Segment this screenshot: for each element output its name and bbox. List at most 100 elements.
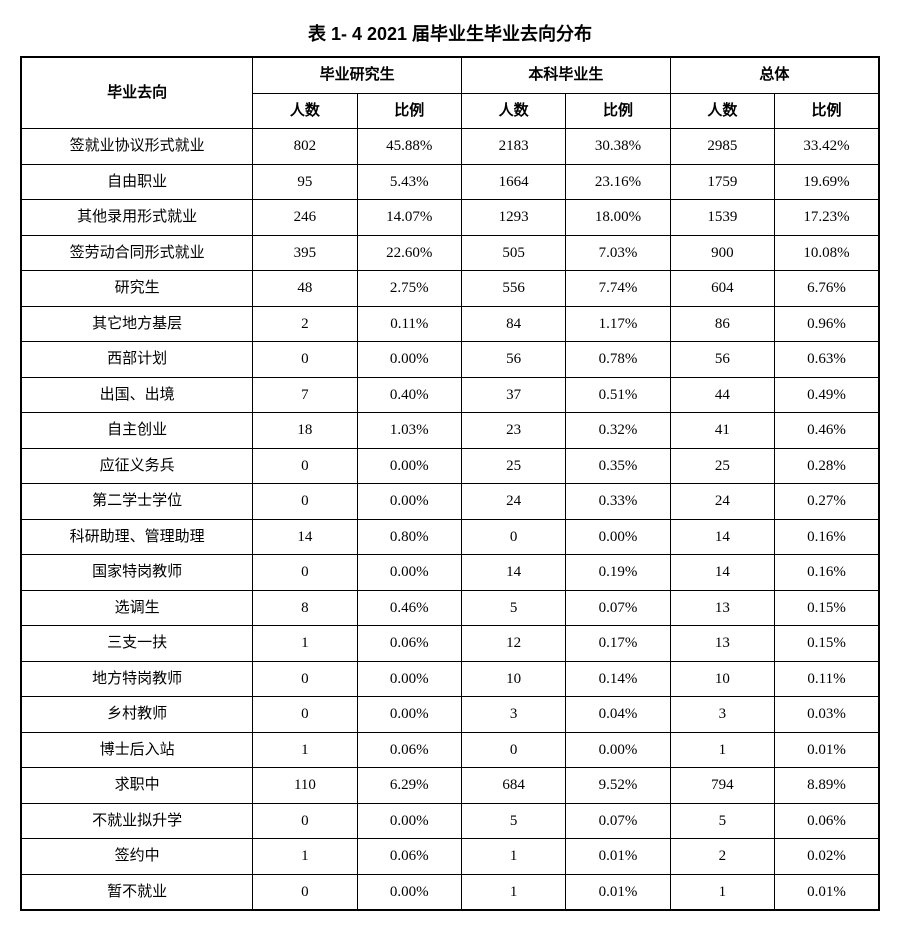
ugrad-pct: 1.17% [566,306,670,342]
row-label: 应征义务兵 [21,448,253,484]
total-pct: 0.15% [775,590,879,626]
sub-total-pct: 比例 [775,93,879,129]
grad-pct: 22.60% [357,235,461,271]
total-pct: 0.49% [775,377,879,413]
ugrad-pct: 0.78% [566,342,670,378]
total-pct: 10.08% [775,235,879,271]
total-pct: 0.63% [775,342,879,378]
ugrad-count: 3 [461,697,565,733]
grad-count: 0 [253,874,357,910]
table-row: 签就业协议形式就业80245.88%218330.38%298533.42% [21,129,879,165]
row-label: 求职中 [21,768,253,804]
row-label: 其他录用形式就业 [21,200,253,236]
total-pct: 0.46% [775,413,879,449]
grad-count: 0 [253,661,357,697]
group-total: 总体 [670,57,879,93]
group-grad: 毕业研究生 [253,57,462,93]
ugrad-count: 84 [461,306,565,342]
table-row: 自由职业955.43%166423.16%175919.69% [21,164,879,200]
total-count: 3 [670,697,774,733]
grad-count: 0 [253,803,357,839]
grad-count: 110 [253,768,357,804]
row-header: 毕业去向 [21,57,253,129]
table-row: 自主创业181.03%230.32%410.46% [21,413,879,449]
total-count: 14 [670,555,774,591]
total-count: 41 [670,413,774,449]
total-count: 794 [670,768,774,804]
row-label: 签就业协议形式就业 [21,129,253,165]
table-row: 不就业拟升学00.00%50.07%50.06% [21,803,879,839]
ugrad-count: 2183 [461,129,565,165]
ugrad-pct: 9.52% [566,768,670,804]
table-row: 选调生80.46%50.07%130.15% [21,590,879,626]
ugrad-pct: 0.32% [566,413,670,449]
table-row: 西部计划00.00%560.78%560.63% [21,342,879,378]
grad-pct: 0.00% [357,484,461,520]
table-row: 第二学士学位00.00%240.33%240.27% [21,484,879,520]
row-label: 研究生 [21,271,253,307]
table-row: 研究生482.75%5567.74%6046.76% [21,271,879,307]
table-row: 签劳动合同形式就业39522.60%5057.03%90010.08% [21,235,879,271]
total-pct: 33.42% [775,129,879,165]
row-label: 签约中 [21,839,253,875]
total-pct: 0.06% [775,803,879,839]
table-row: 其它地方基层20.11%841.17%860.96% [21,306,879,342]
row-label: 乡村教师 [21,697,253,733]
ugrad-count: 1 [461,874,565,910]
grad-pct: 6.29% [357,768,461,804]
total-pct: 0.96% [775,306,879,342]
table-row: 国家特岗教师00.00%140.19%140.16% [21,555,879,591]
total-pct: 19.69% [775,164,879,200]
row-label: 选调生 [21,590,253,626]
ugrad-count: 12 [461,626,565,662]
ugrad-count: 684 [461,768,565,804]
total-pct: 0.16% [775,519,879,555]
table-row: 博士后入站10.06%00.00%10.01% [21,732,879,768]
ugrad-pct: 0.00% [566,732,670,768]
ugrad-count: 556 [461,271,565,307]
ugrad-pct: 23.16% [566,164,670,200]
row-label: 出国、出境 [21,377,253,413]
row-label: 自由职业 [21,164,253,200]
grad-count: 8 [253,590,357,626]
row-label: 自主创业 [21,413,253,449]
grad-count: 246 [253,200,357,236]
sub-ugrad-count: 人数 [461,93,565,129]
total-count: 14 [670,519,774,555]
ugrad-count: 0 [461,519,565,555]
total-pct: 0.01% [775,874,879,910]
total-pct: 6.76% [775,271,879,307]
grad-count: 18 [253,413,357,449]
ugrad-count: 10 [461,661,565,697]
grad-count: 1 [253,626,357,662]
total-count: 2985 [670,129,774,165]
total-count: 25 [670,448,774,484]
ugrad-pct: 18.00% [566,200,670,236]
grad-count: 395 [253,235,357,271]
total-pct: 0.16% [775,555,879,591]
grad-count: 14 [253,519,357,555]
ugrad-pct: 0.07% [566,803,670,839]
total-pct: 8.89% [775,768,879,804]
ugrad-pct: 7.03% [566,235,670,271]
total-pct: 0.01% [775,732,879,768]
ugrad-count: 0 [461,732,565,768]
grad-count: 0 [253,484,357,520]
grad-count: 802 [253,129,357,165]
grad-count: 95 [253,164,357,200]
table-row: 科研助理、管理助理140.80%00.00%140.16% [21,519,879,555]
grad-pct: 0.06% [357,732,461,768]
row-label: 其它地方基层 [21,306,253,342]
ugrad-pct: 0.07% [566,590,670,626]
total-count: 2 [670,839,774,875]
grad-pct: 0.80% [357,519,461,555]
grad-count: 2 [253,306,357,342]
table-row: 乡村教师00.00%30.04%30.03% [21,697,879,733]
total-count: 44 [670,377,774,413]
total-count: 10 [670,661,774,697]
grad-pct: 0.06% [357,626,461,662]
sub-grad-pct: 比例 [357,93,461,129]
grad-count: 1 [253,732,357,768]
ugrad-pct: 0.17% [566,626,670,662]
total-count: 24 [670,484,774,520]
